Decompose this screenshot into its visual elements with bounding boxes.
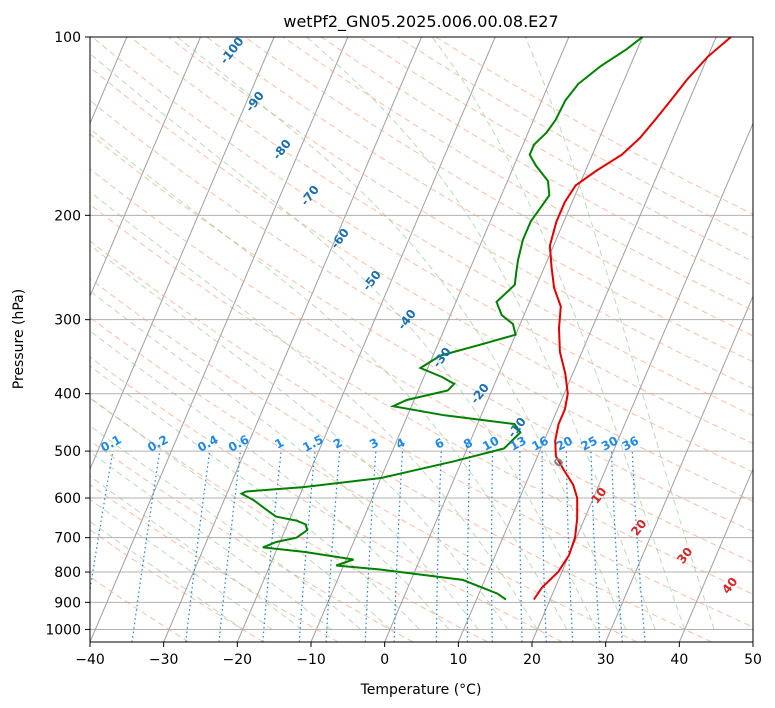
- mixing-ratio-line: [90, 450, 114, 594]
- x-tick-label: 0: [380, 652, 389, 668]
- mixing-ratio-line: [298, 451, 316, 642]
- y-axis-title: Pressure (hPa): [11, 289, 27, 389]
- y-tick-label: 400: [54, 387, 81, 403]
- moist-adiabat-line: [90, 425, 361, 630]
- mixing-ratio-line: [466, 451, 471, 642]
- mixing-ratio-line: [185, 451, 211, 642]
- y-tick-label: 700: [54, 531, 81, 547]
- moist-adiabat-line: [90, 244, 509, 630]
- moist-adiabat-line: [306, 37, 656, 630]
- x-tick-label: 10: [449, 652, 467, 668]
- y-tick-label: 100: [54, 30, 81, 46]
- moist-adiabat-line: [90, 330, 450, 630]
- y-tick-label: 800: [54, 565, 81, 581]
- x-axis-title: Temperature (°C): [360, 682, 482, 698]
- x-tick-label: 40: [670, 652, 688, 668]
- dry-adiabat-line: [282, 37, 753, 312]
- x-tick-label: −20: [223, 652, 253, 668]
- mixing-ratio-line: [218, 451, 242, 642]
- dewpoint-line: [239, 37, 644, 601]
- mixing-ratio-line: [393, 451, 404, 642]
- mixing-ratio-line: [565, 451, 574, 642]
- x-tick-label: 20: [523, 652, 541, 668]
- mixing-ratio-line: [131, 451, 161, 642]
- temperature-line: [533, 37, 732, 601]
- dry-adiabat-line: [90, 133, 753, 533]
- y-tick-label: 1000: [45, 622, 81, 638]
- dry-adiabat-line: [90, 483, 339, 642]
- mixing-ratio-line: [631, 451, 646, 642]
- moist-adiabat-line: [90, 451, 332, 630]
- y-tick-label: 200: [54, 208, 81, 224]
- dry-adiabat-line: [90, 240, 753, 628]
- mixing-ratio-line: [364, 451, 377, 642]
- isotherm-line: [90, 37, 349, 642]
- plot-frame: [89, 36, 754, 643]
- mixing-ratio-line: [435, 451, 442, 642]
- dry-adiabat-line: [90, 99, 753, 502]
- moist-adiabat-line: [90, 290, 479, 630]
- mixing-ratio-label: 30: [599, 433, 620, 453]
- isotherm-line: [90, 37, 275, 471]
- moist-adiabat-line: [90, 475, 302, 630]
- isotherm-line: [605, 295, 753, 642]
- moist-adiabat-line: [90, 52, 597, 630]
- mixing-ratio-line: [610, 451, 623, 642]
- moist-adiabat-line: [177, 37, 627, 630]
- mixing-ratio-label: 16: [530, 433, 551, 453]
- mixing-ratio-line: [590, 451, 601, 642]
- mixing-ratio-line: [490, 451, 494, 642]
- y-tick-label: 900: [54, 595, 81, 611]
- dry-adiabat-line: [90, 356, 563, 642]
- moist-adiabat-line: [431, 37, 686, 630]
- isotherm-line: [457, 37, 717, 642]
- mixing-ratio-line: [541, 451, 547, 642]
- dry-adiabat-line: [91, 37, 753, 445]
- y-tick-label: 300: [54, 313, 81, 329]
- x-tick-label: −30: [149, 652, 179, 668]
- y-tick-label: 500: [54, 444, 81, 460]
- isotherm-line: [90, 37, 201, 298]
- isotherm-line: [531, 122, 753, 642]
- dry-adiabat-line: [168, 37, 753, 389]
- isotherm-line: [163, 37, 422, 642]
- isotherm-line: [384, 37, 643, 642]
- dry-adiabat-line: [90, 278, 712, 642]
- mixing-ratio-label: 10: [480, 433, 501, 453]
- x-tick-label: −10: [296, 652, 326, 668]
- mixing-ratio-label: 20: [554, 433, 575, 453]
- moist-adiabat-line: [90, 396, 391, 630]
- mixing-ratio-line: [262, 451, 282, 642]
- y-tick-label: 600: [54, 491, 81, 507]
- mixing-ratio-line: [519, 451, 523, 642]
- mixing-ratio-line: [325, 451, 341, 642]
- dry-adiabat-line: [90, 203, 753, 595]
- x-tick-label: −40: [75, 652, 105, 668]
- moist-adiabat-line: [524, 37, 715, 630]
- isotherm-line: [678, 467, 753, 642]
- dry-adiabat-line: [90, 529, 264, 642]
- mixing-ratio-label: 13: [507, 433, 528, 453]
- chart-title: wetPf2_GN05.2025.006.00.08.E27: [283, 12, 558, 32]
- mixing-ratio-label: 36: [620, 433, 641, 453]
- dry-adiabat-line: [244, 37, 753, 337]
- dry-adiabat-line: [130, 37, 753, 417]
- moist-adiabat-line: [90, 128, 568, 630]
- moist-adiabat-line: [90, 365, 420, 630]
- mixing-ratio-label: 25: [578, 433, 599, 453]
- x-tick-label: 50: [744, 652, 762, 668]
- x-tick-label: 30: [597, 652, 615, 668]
- dry-adiabat-line: [90, 168, 753, 563]
